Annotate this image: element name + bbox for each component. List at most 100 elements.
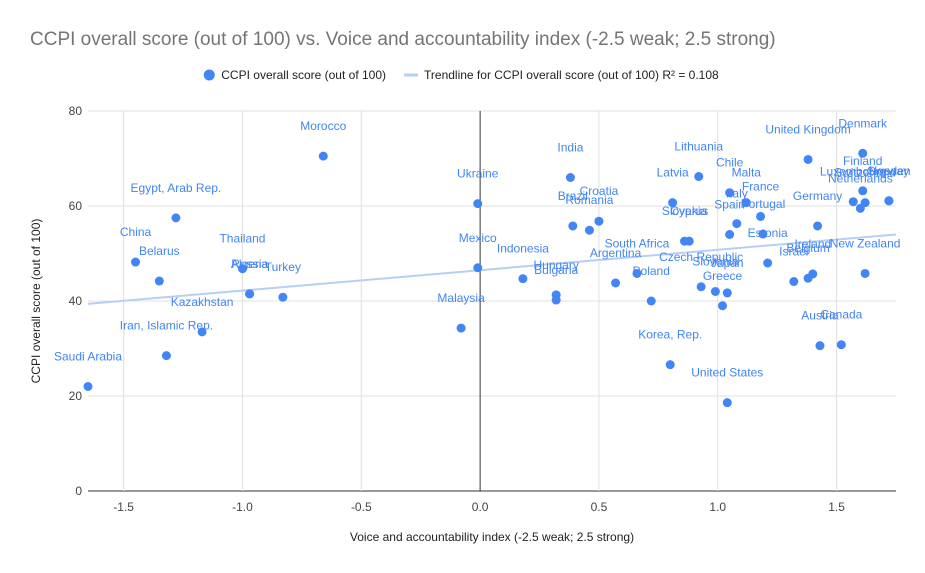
- data-point: [594, 216, 604, 226]
- data-point: [646, 296, 656, 306]
- data-point: [808, 269, 818, 279]
- data-label: Israel: [779, 245, 808, 259]
- y-tick-label: 60: [69, 199, 83, 213]
- data-label: New Zealand: [830, 236, 901, 250]
- data-point: [722, 288, 732, 298]
- data-label: China: [120, 225, 152, 239]
- data-point: [884, 196, 894, 206]
- data-point: [456, 323, 466, 333]
- x-axis-title: Voice and accountability index (-2.5 wea…: [350, 530, 634, 544]
- data-point: [565, 173, 575, 182]
- data-point: [763, 258, 773, 268]
- data-point: [789, 277, 799, 287]
- x-tick-label: 0.5: [591, 500, 608, 514]
- data-label: Italy: [726, 187, 748, 201]
- data-label: Ukraine: [457, 167, 499, 181]
- data-point: [632, 268, 642, 278]
- data-point: [245, 289, 255, 299]
- data-label: Turkey: [265, 260, 301, 274]
- data-point: [848, 197, 858, 207]
- legend-label-points: CCPI overall score (out of 100): [221, 68, 386, 82]
- data-point: [568, 221, 578, 231]
- x-tick-label: -1.0: [232, 500, 253, 514]
- data-point: [836, 340, 846, 350]
- data-label: Japan: [711, 256, 744, 270]
- data-point: [696, 282, 706, 292]
- data-point: [611, 278, 621, 288]
- data-point: [803, 154, 813, 164]
- data-point: [694, 172, 704, 182]
- x-tick-label: 1.0: [709, 500, 726, 514]
- x-tick-label: 1.5: [828, 500, 845, 514]
- data-point: [860, 268, 870, 278]
- data-label: Egypt, Arab Rep.: [131, 181, 222, 195]
- data-point: [197, 327, 207, 337]
- data-label: Switzerland: [834, 166, 896, 180]
- trendline-layer: [87, 233, 897, 305]
- data-point: [758, 229, 768, 239]
- x-tick-label: -1.5: [113, 500, 134, 514]
- data-label: Luxembourg: [820, 165, 887, 179]
- data-label: Hungary: [533, 258, 578, 272]
- data-label: Czech Republic: [659, 250, 743, 264]
- legend-label-trendline: Trendline for CCPI overall score (out of…: [424, 68, 719, 82]
- data-label: Belgium: [786, 241, 829, 255]
- data-label: Algeria: [231, 257, 269, 271]
- data-point: [684, 236, 694, 246]
- data-label: Mexico: [459, 231, 497, 245]
- data-point: [732, 219, 742, 229]
- data-label: Sweden: [867, 164, 910, 178]
- data-label: Portugal: [741, 197, 786, 211]
- data-point: [518, 274, 528, 284]
- data-label: Croatia: [580, 184, 619, 198]
- data-point: [473, 199, 483, 209]
- data-label: Saudi Arabia: [54, 350, 122, 364]
- data-label: India: [557, 141, 583, 155]
- data-label: Russia: [231, 257, 268, 271]
- data-label: Norway: [869, 164, 910, 178]
- y-axis-title: CCPI overall score (out of 100): [29, 219, 43, 384]
- data-label: Estonia: [748, 226, 788, 240]
- data-point: [722, 398, 732, 408]
- data-label: Germany: [793, 189, 842, 203]
- data-label: Cyprus: [670, 204, 708, 218]
- axes: 0 20 40 60 80 -1.5 -1.0 -0.5 0.0 0.5 1.0 1.5: [69, 104, 846, 514]
- data-label: Canada: [820, 308, 862, 322]
- data-label: Latvia: [657, 166, 689, 180]
- data-point: [815, 341, 825, 351]
- data-point: [756, 211, 766, 221]
- data-label: Finland: [843, 154, 882, 168]
- data-label: France: [742, 179, 780, 193]
- data-point: [813, 221, 823, 231]
- data-point: [154, 276, 164, 286]
- data-label: Chile: [716, 156, 744, 170]
- data-label: Malta: [732, 166, 762, 180]
- y-tick-label: 40: [69, 294, 83, 308]
- data-point: [278, 292, 288, 302]
- data-label: Thailand: [219, 232, 265, 246]
- data-point: [131, 257, 141, 267]
- data-label: Kazakhstan: [171, 295, 234, 309]
- data-label: Austria: [801, 309, 839, 323]
- data-point: [858, 186, 868, 196]
- data-label: Greece: [703, 269, 743, 283]
- data-label: Bulgaria: [534, 263, 578, 277]
- y-tick-label: 0: [75, 484, 82, 498]
- data-point: [584, 225, 594, 235]
- data-label: Morocco: [300, 119, 346, 133]
- data-point: [237, 264, 247, 274]
- data-point: [171, 213, 181, 223]
- data-label: Iran, Islamic Rep.: [120, 319, 213, 333]
- data-point: [858, 148, 868, 158]
- data-label: South Africa: [605, 236, 670, 250]
- legend-marker-points: [203, 69, 215, 81]
- data-label: Romania: [565, 193, 613, 207]
- data-point: [710, 287, 720, 296]
- legend[interactable]: CCPI overall score (out of 100) Trendline…: [203, 68, 719, 82]
- x-tick-label: -0.5: [351, 500, 372, 514]
- chart-title: CCPI overall score (out of 100) vs. Voic…: [30, 29, 776, 50]
- data-point: [473, 263, 483, 273]
- data-point: [83, 382, 93, 391]
- data-label: Slovenia: [692, 255, 738, 269]
